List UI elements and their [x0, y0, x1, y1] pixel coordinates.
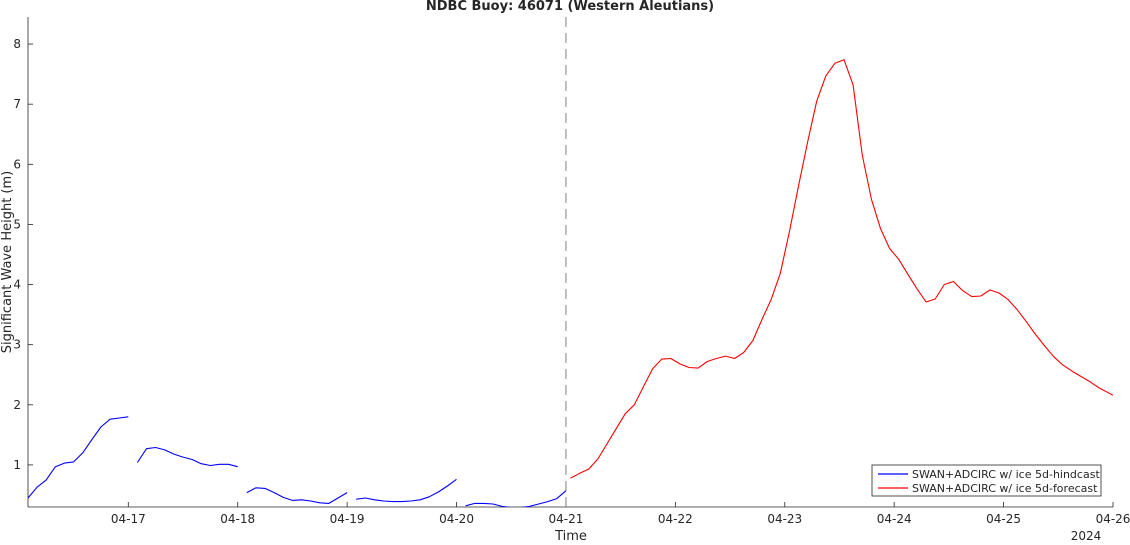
plot-area — [28, 17, 1113, 507]
y-tick-label: 1 — [13, 458, 21, 472]
y-tick-label: 3 — [13, 338, 21, 352]
series-line-hindcast — [136, 446, 238, 468]
legend-entry: SWAN+ADCIRC w/ ice 5d-hindcast — [912, 468, 1100, 481]
legend: SWAN+ADCIRC w/ ice 5d-hindcastSWAN+ADCIR… — [871, 464, 1102, 497]
x-tick-label: 04-17 — [111, 512, 146, 526]
y-tick-label: 2 — [13, 398, 21, 412]
x-tick-label: 04-18 — [220, 512, 255, 526]
x-tick-label: 04-24 — [877, 512, 912, 526]
x-tick-label: 04-20 — [439, 512, 474, 526]
y-tick-label: 4 — [13, 278, 21, 292]
chart-title: NDBC Buoy: 46071 (Western Aleutians) — [426, 0, 714, 14]
x-tick-label: 04-26 — [1096, 512, 1130, 526]
y-tick-label: 7 — [13, 97, 21, 111]
series-line-hindcast — [28, 416, 129, 499]
x-tick-label: 04-25 — [986, 512, 1021, 526]
series-line-hindcast — [465, 490, 567, 507]
x-year-label: 2024 — [1071, 529, 1102, 541]
y-tick-label: 8 — [13, 37, 21, 51]
axes: 1 2 3 4 5 6 7 8 04-17 04-18 04-19 04-20 04-21 04-22 04… — [13, 17, 1130, 526]
series-line-hindcast — [356, 478, 457, 503]
y-tick-label: 6 — [13, 157, 21, 171]
x-tick-label: 04-21 — [549, 512, 584, 526]
x-axis-label: Time — [554, 529, 587, 541]
legend-entry: SWAN+ADCIRC w/ ice 5d-forecast — [912, 482, 1098, 495]
x-tick-label: 04-19 — [330, 512, 365, 526]
y-tick-label: 5 — [13, 217, 21, 231]
series-line-forecast — [570, 59, 1113, 479]
x-tick-label: 04-23 — [767, 512, 802, 526]
legend-box — [871, 464, 1102, 497]
y-axis-label: Significant Wave Height (m) — [0, 171, 15, 353]
x-tick-label: 04-22 — [658, 512, 693, 526]
series-line-hindcast — [246, 487, 348, 504]
